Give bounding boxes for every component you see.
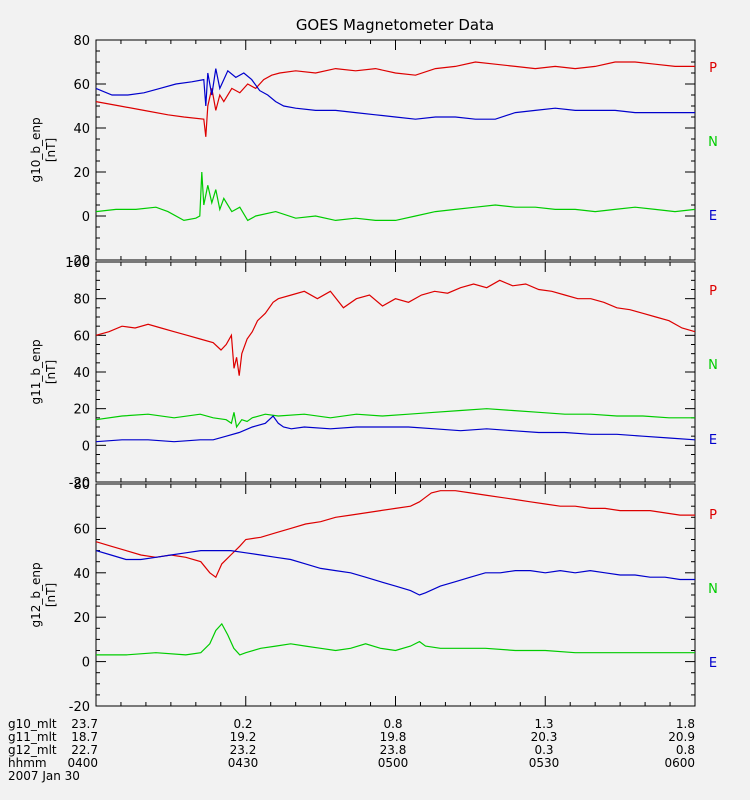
legend-N: N [708,358,718,373]
panel-frame [95,261,696,483]
panel-frame [95,483,696,707]
series-line-N [96,622,695,656]
footer-value: 0.2 [233,717,252,731]
y-tick-label: -20 [69,254,90,269]
y-tick-label: 20 [73,403,90,418]
y-tick-label: 20 [73,166,90,181]
legend-N: N [708,582,718,597]
footer-value: 0500 [378,756,409,770]
footer-value: 23.2 [230,743,257,757]
footer-value: 0.8 [676,743,695,757]
series-line-E [95,550,695,596]
y-tick-label: 40 [73,122,90,137]
footer-date: 2007 Jan 30 [8,769,80,783]
footer-value: 23.7 [71,717,98,731]
chart-title: GOES Magnetometer Data [296,16,494,34]
y-tick-label: 80 [73,293,90,308]
y-tick-label: 80 [73,478,90,493]
legend-E: E [709,209,717,224]
footer-value: 0400 [67,756,98,770]
y-axis-unit: [nT] [44,360,58,384]
series-line-E [95,415,696,443]
y-tick-label: -20 [69,476,90,491]
footer-value: 19.2 [230,730,257,744]
y-tick-label: 60 [73,329,90,344]
series-line-P [95,61,695,137]
y-tick-label: 0 [82,210,90,225]
y-tick-label: 100 [65,256,90,271]
footer-row-label: g10_mlt [8,717,57,731]
legend-P: P [709,284,717,299]
footer-row-label: g12_mlt [8,743,57,757]
footer-value: 1.3 [534,717,553,731]
y-tick-label: 40 [73,366,90,381]
footer-value: 0430 [228,756,259,770]
footer-value: 0.8 [383,717,402,731]
y-tick-label: 0 [82,656,90,671]
series-line-N [95,171,696,222]
footer-value: 0.3 [534,743,553,757]
legend-P: P [709,61,717,76]
series-line-N [95,408,695,429]
legend-E: E [709,433,717,448]
legend-N: N [708,135,718,150]
y-tick-label: -20 [69,700,90,715]
y-tick-label: 80 [73,34,90,49]
footer-value: 22.7 [71,743,98,757]
y-axis-unit: [nT] [44,583,58,607]
footer-value: 1.8 [676,717,695,731]
footer-value: 19.8 [380,730,407,744]
series-line-P [95,490,695,579]
y-axis-label: g10_b_enp [29,117,43,182]
panel-g10_b_enp: 80 60 40 20 0 -20 g10_b_enp [nT] P N E [29,34,718,269]
y-axis-unit: [nT] [44,138,58,162]
footer-value: 20.9 [668,730,695,744]
y-axis-label: g12_b_enp [29,562,43,627]
footer-value: 0600 [664,756,695,770]
series-line-P [95,279,696,376]
footer-value: 20.3 [531,730,558,744]
y-tick-label: 60 [73,78,90,93]
footer-value: 23.8 [380,743,407,757]
panel-g11_b_enp: 100 80 60 40 20 0 -20 g11_b_enp [nT] P N E [29,256,718,491]
panel-g12_b_enp: 80 60 40 20 0 -20 g12_b_enp [nT] P N E [29,478,718,715]
footer-value: 0530 [529,756,560,770]
footer-row-label: hhmm [8,756,47,770]
y-tick-label: 0 [82,439,90,454]
y-tick-label: 60 [73,522,90,537]
y-tick-label: 40 [73,567,90,582]
y-tick-label: 20 [73,611,90,626]
footer-value: 18.7 [71,730,98,744]
y-axis-label: g11_b_enp [29,339,43,404]
legend-P: P [709,508,717,523]
series-line-E [95,68,695,120]
legend-E: E [709,656,717,671]
footer-row-label: g11_mlt [8,730,57,744]
